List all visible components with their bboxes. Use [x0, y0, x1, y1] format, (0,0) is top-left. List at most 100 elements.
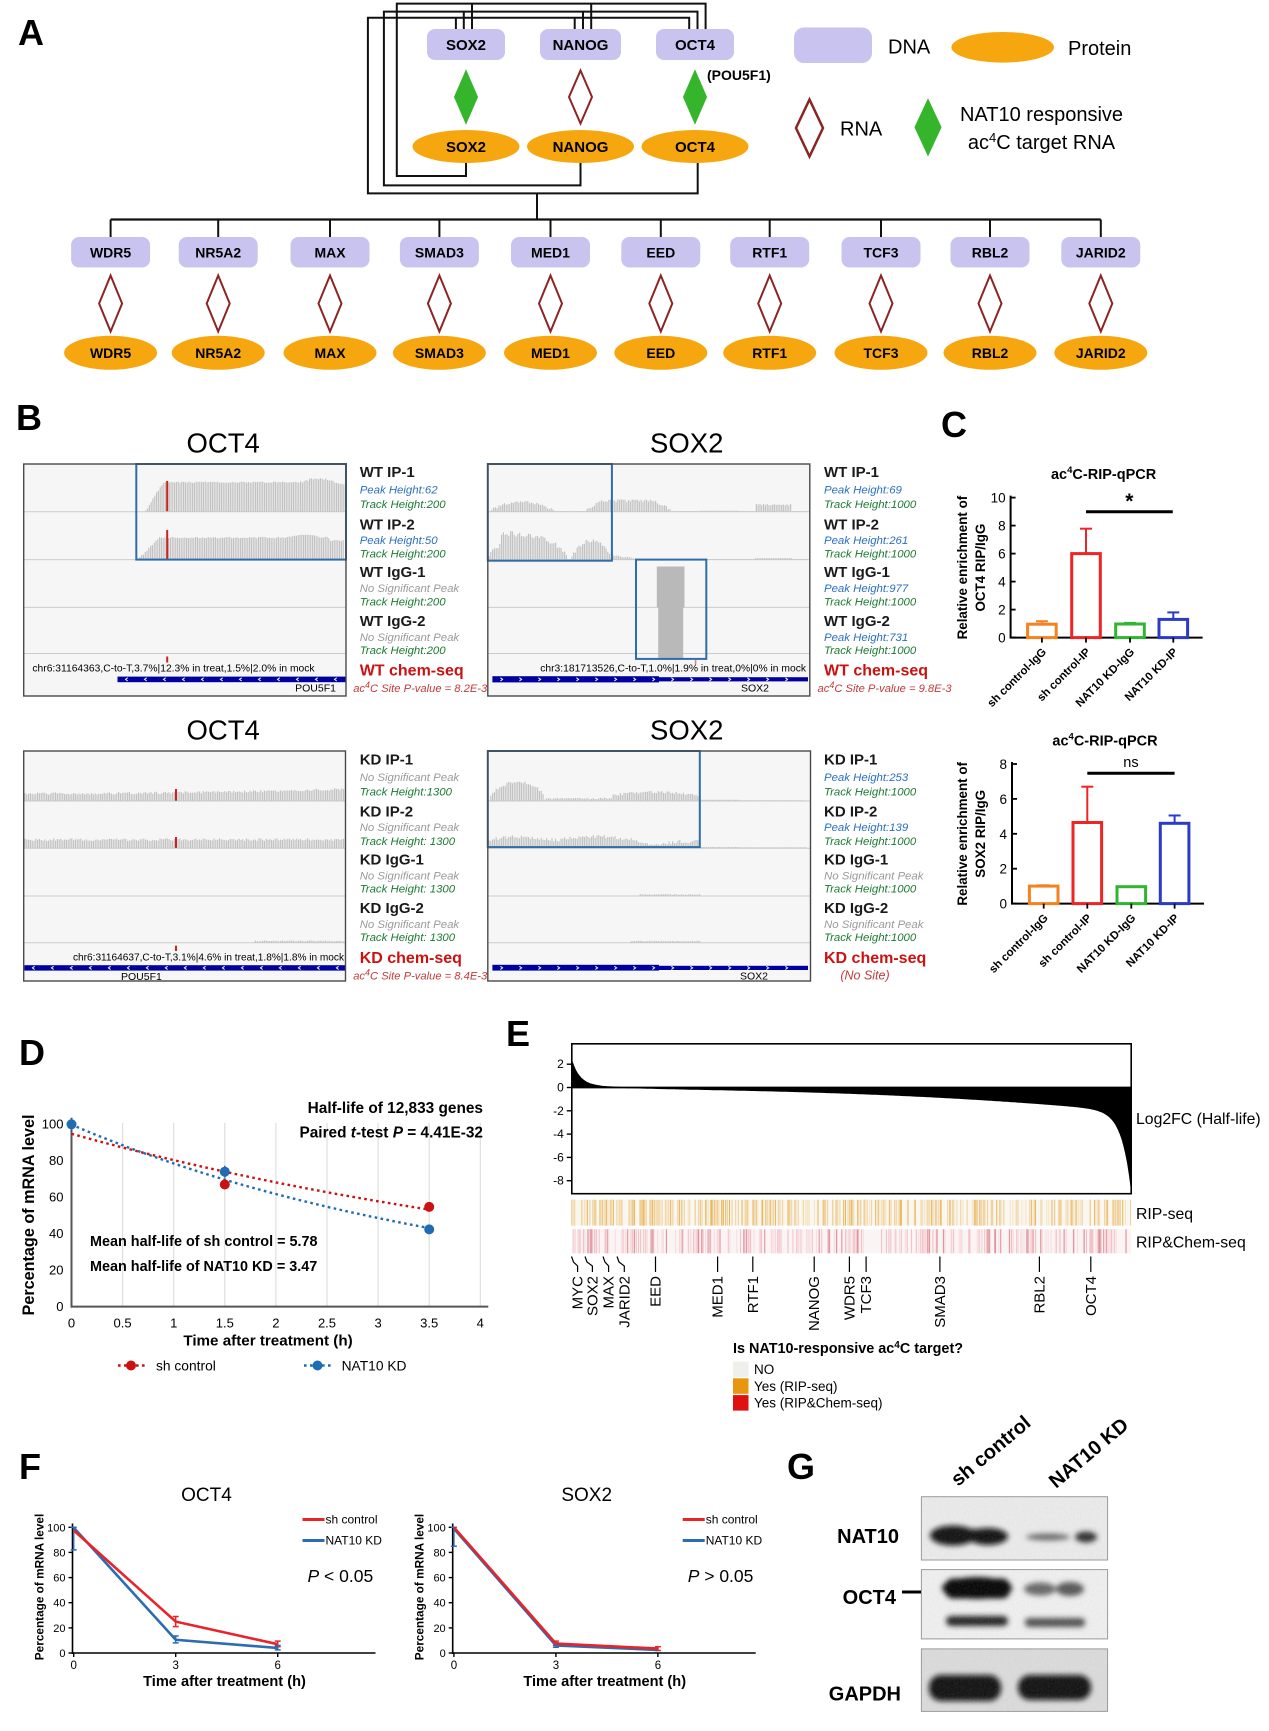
svg-text:C: C [941, 404, 967, 445]
svg-text:-2: -2 [553, 1104, 564, 1118]
svg-text:NAT10 KD: NAT10 KD [706, 1534, 763, 1548]
svg-text:KD IP-2: KD IP-2 [360, 804, 413, 821]
svg-text:MAX: MAX [601, 1276, 618, 1309]
svg-text:Percentage of mRNA level: Percentage of mRNA level [33, 1514, 47, 1660]
svg-text:Is NAT10-responsive ac4C targe: Is NAT10-responsive ac4C target? [733, 1340, 963, 1357]
svg-text:ac4C-RIP-qPCR: ac4C-RIP-qPCR [1051, 465, 1157, 483]
svg-text:GAPDH: GAPDH [829, 1684, 901, 1706]
svg-text:G: G [787, 1446, 815, 1487]
svg-text:(POU5F1): (POU5F1) [707, 67, 771, 83]
svg-text:20: 20 [53, 1623, 65, 1635]
svg-text:SOX2: SOX2 [740, 971, 768, 983]
svg-text:WDR5: WDR5 [90, 244, 131, 260]
svg-text:KD IgG-2: KD IgG-2 [824, 900, 888, 917]
svg-text:No Significant Peak: No Significant Peak [824, 919, 925, 931]
svg-text:OCT4: OCT4 [181, 1485, 232, 1506]
svg-text:NANOG: NANOG [553, 139, 609, 156]
svg-text:EED: EED [646, 345, 675, 361]
svg-text:JARID2: JARID2 [1076, 244, 1126, 260]
svg-text:NANOG: NANOG [553, 37, 609, 54]
svg-text:0.5: 0.5 [114, 1316, 132, 1331]
svg-text:2.5: 2.5 [318, 1316, 336, 1331]
svg-text:KD IgG-1: KD IgG-1 [360, 851, 424, 868]
svg-text:40: 40 [49, 1226, 63, 1241]
svg-text:Relative enrichment of: Relative enrichment of [955, 495, 970, 639]
svg-text:RBL2: RBL2 [972, 244, 1009, 260]
svg-text:Mean half-life of sh control =: Mean half-life of sh control = 5.78 [90, 1234, 318, 1250]
svg-text:1.5: 1.5 [216, 1316, 234, 1331]
svg-text:Yes (RIP-seq): Yes (RIP-seq) [754, 1379, 838, 1394]
svg-text:WT chem-seq: WT chem-seq [360, 663, 464, 680]
svg-text:KD IP-1: KD IP-1 [824, 751, 877, 768]
svg-text:Percentage of mRNA level: Percentage of mRNA level [413, 1514, 427, 1660]
svg-text:No Significant Peak: No Significant Peak [824, 870, 925, 882]
svg-text:WT IgG-2: WT IgG-2 [360, 613, 426, 630]
svg-text:Peak Height:62: Peak Height:62 [360, 485, 439, 497]
svg-text:POU5F1: POU5F1 [121, 971, 162, 983]
svg-text:MAX: MAX [314, 244, 346, 260]
svg-text:Relative enrichment of: Relative enrichment of [955, 761, 970, 905]
svg-text:0: 0 [451, 1660, 457, 1672]
svg-text:Time after treatment (h): Time after treatment (h) [143, 1674, 306, 1690]
svg-text:-4: -4 [553, 1127, 564, 1141]
svg-text:6: 6 [274, 1660, 280, 1672]
svg-text:A: A [18, 12, 44, 53]
svg-text:MAX: MAX [314, 345, 346, 361]
svg-text:SMAD3: SMAD3 [932, 1276, 949, 1328]
svg-text:NAT10: NAT10 [837, 1526, 899, 1548]
svg-text:WT IP-1: WT IP-1 [824, 464, 879, 481]
svg-text:P < 0.05: P < 0.05 [308, 1566, 374, 1586]
svg-text:0: 0 [557, 1081, 564, 1095]
svg-text:No Significant Peak: No Significant Peak [360, 632, 461, 644]
svg-text:MED1: MED1 [531, 345, 570, 361]
svg-text:*: * [1125, 490, 1134, 513]
svg-text:Track Height:1000: Track Height:1000 [824, 884, 917, 896]
svg-text:OCT4: OCT4 [675, 37, 716, 54]
svg-text:KD IP-1: KD IP-1 [360, 751, 413, 768]
svg-text:JARID2: JARID2 [616, 1276, 633, 1328]
svg-text:WT IgG-1: WT IgG-1 [824, 564, 890, 581]
svg-text:No Significant Peak: No Significant Peak [360, 870, 461, 882]
svg-text:0: 0 [56, 1299, 63, 1314]
svg-text:-8: -8 [553, 1174, 564, 1188]
svg-text:RIP&Chem-seq: RIP&Chem-seq [1136, 1235, 1246, 1252]
svg-text:NAT10 KD: NAT10 KD [326, 1534, 383, 1548]
svg-text:3.5: 3.5 [420, 1316, 438, 1331]
svg-text:ac4C target RNA: ac4C target RNA [968, 130, 1116, 154]
svg-text:SOX2: SOX2 [650, 428, 723, 459]
svg-text:OCT4: OCT4 [675, 139, 716, 156]
svg-text:WT chem-seq: WT chem-seq [824, 663, 928, 680]
svg-text:Peak Height:253: Peak Height:253 [824, 772, 909, 784]
svg-text:KD IgG-1: KD IgG-1 [824, 851, 888, 868]
svg-text:8: 8 [999, 757, 1007, 772]
svg-text:80: 80 [433, 1547, 445, 1559]
svg-text:sh control: sh control [156, 1359, 216, 1374]
svg-text:ac4C Site P-value = 8.4E-3: ac4C Site P-value = 8.4E-3 [353, 968, 488, 983]
svg-text:No Significant Peak: No Significant Peak [360, 919, 461, 931]
svg-text:chr3:181713526,C-to-T,1.0%|1.9: chr3:181713526,C-to-T,1.0%|1.9% in treat… [540, 664, 807, 675]
svg-text:Track Height:1000: Track Height:1000 [824, 932, 917, 944]
svg-text:P > 0.05: P > 0.05 [688, 1566, 754, 1586]
svg-text:KD chem-seq: KD chem-seq [360, 950, 462, 967]
svg-text:-6: -6 [553, 1150, 564, 1164]
svg-text:SMAD3: SMAD3 [415, 244, 464, 260]
svg-text:WDR5: WDR5 [841, 1276, 858, 1320]
svg-text:Track Height:200: Track Height:200 [360, 596, 447, 608]
svg-text:NR5A2: NR5A2 [195, 244, 241, 260]
svg-text:NAT10 responsive: NAT10 responsive [960, 104, 1123, 126]
svg-text:Half-life of 12,833 genes: Half-life of 12,833 genes [308, 1100, 483, 1117]
svg-text:Track Height:1000: Track Height:1000 [824, 645, 917, 657]
svg-text:Yes (RIP&Chem-seq): Yes (RIP&Chem-seq) [754, 1396, 883, 1411]
svg-text:E: E [506, 1013, 530, 1054]
svg-text:ac4C-RIP-qPCR: ac4C-RIP-qPCR [1052, 732, 1158, 750]
svg-text:2: 2 [999, 862, 1007, 877]
svg-text:(No Site): (No Site) [840, 969, 889, 983]
svg-text:0: 0 [998, 631, 1006, 646]
svg-text:KD IgG-2: KD IgG-2 [360, 900, 424, 917]
svg-text:Track Height: 1300: Track Height: 1300 [360, 884, 456, 896]
svg-text:WT IP-2: WT IP-2 [824, 516, 879, 533]
svg-text:RTF1: RTF1 [745, 1276, 762, 1313]
svg-text:WT IP-2: WT IP-2 [360, 516, 415, 533]
svg-text:60: 60 [53, 1573, 65, 1585]
svg-text:SOX2: SOX2 [446, 37, 486, 54]
